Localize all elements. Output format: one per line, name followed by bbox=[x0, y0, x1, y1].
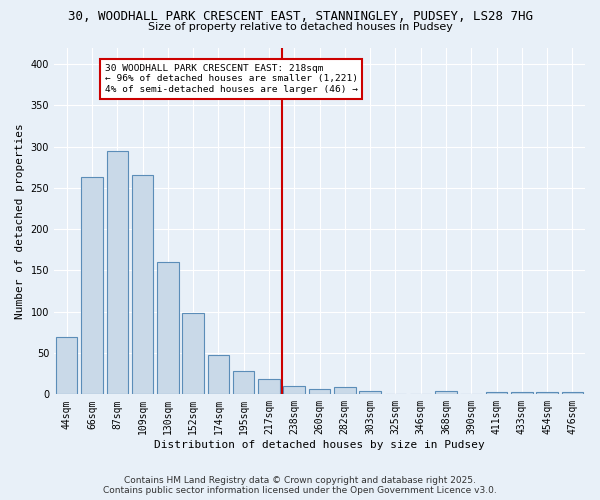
Bar bbox=[81, 177, 103, 394]
Bar bbox=[258, 378, 280, 394]
Text: 30, WOODHALL PARK CRESCENT EAST, STANNINGLEY, PUDSEY, LS28 7HG: 30, WOODHALL PARK CRESCENT EAST, STANNIN… bbox=[67, 10, 533, 23]
Bar bbox=[435, 391, 457, 394]
Bar bbox=[511, 392, 533, 394]
Text: Contains HM Land Registry data © Crown copyright and database right 2025.
Contai: Contains HM Land Registry data © Crown c… bbox=[103, 476, 497, 495]
Bar bbox=[182, 312, 204, 394]
Bar bbox=[56, 336, 77, 394]
Bar bbox=[486, 392, 507, 394]
Bar bbox=[359, 391, 381, 394]
Bar bbox=[157, 262, 179, 394]
Bar bbox=[562, 392, 583, 394]
Bar bbox=[208, 354, 229, 395]
Bar bbox=[107, 150, 128, 394]
Bar bbox=[233, 371, 254, 394]
Text: Size of property relative to detached houses in Pudsey: Size of property relative to detached ho… bbox=[148, 22, 452, 32]
Bar bbox=[536, 392, 558, 394]
X-axis label: Distribution of detached houses by size in Pudsey: Distribution of detached houses by size … bbox=[154, 440, 485, 450]
Y-axis label: Number of detached properties: Number of detached properties bbox=[15, 123, 25, 319]
Bar bbox=[132, 176, 153, 394]
Bar bbox=[309, 390, 330, 394]
Bar bbox=[283, 386, 305, 394]
Bar bbox=[334, 387, 356, 394]
Text: 30 WOODHALL PARK CRESCENT EAST: 218sqm
← 96% of detached houses are smaller (1,2: 30 WOODHALL PARK CRESCENT EAST: 218sqm ←… bbox=[104, 64, 358, 94]
